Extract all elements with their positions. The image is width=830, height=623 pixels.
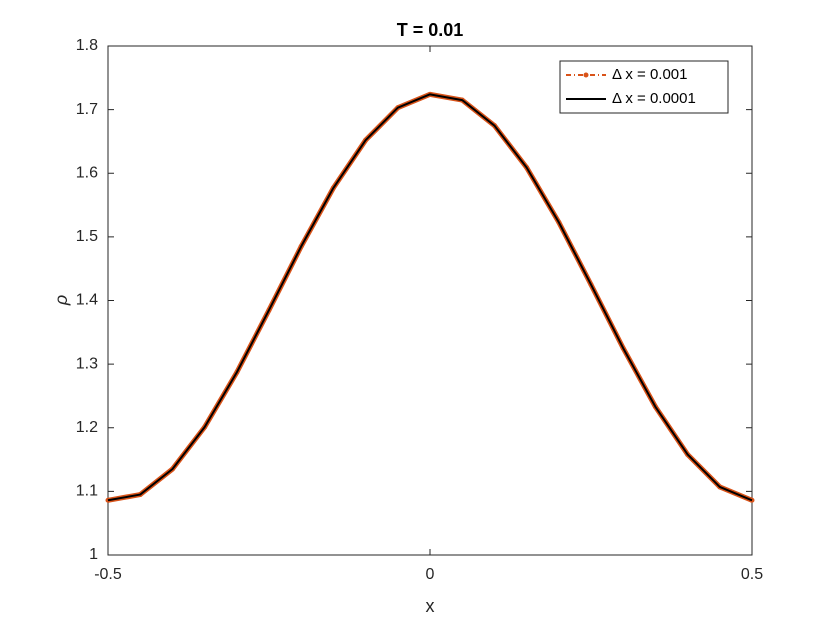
x-tick-label: -0.5	[94, 566, 122, 583]
y-tick-label: 1.1	[76, 483, 98, 500]
legend-marker	[583, 72, 589, 78]
legend-label: Δ x = 0.001	[612, 66, 688, 83]
y-tick-label: 1.8	[76, 37, 98, 54]
legend-box	[559, 60, 729, 114]
chart-title: T = 0.01	[397, 20, 464, 40]
y-tick-label: 1.7	[76, 101, 98, 118]
y-tick-label: 1	[89, 546, 98, 563]
y-tick-label: 1.4	[76, 292, 98, 309]
y-tick-label: 1.5	[76, 228, 98, 245]
x-tick-label: 0.5	[741, 566, 763, 583]
x-tick-label: 0	[426, 566, 435, 583]
y-axis-label: ρ	[51, 295, 71, 306]
legend-label: Δ x = 0.0001	[612, 90, 696, 107]
y-tick-label: 1.2	[76, 419, 98, 436]
plot-area	[107, 45, 753, 556]
series-line	[107, 93, 753, 502]
x-axis-label: x	[426, 596, 435, 616]
y-tick-label: 1.3	[76, 355, 98, 372]
y-tick-label: 1.6	[76, 164, 98, 181]
